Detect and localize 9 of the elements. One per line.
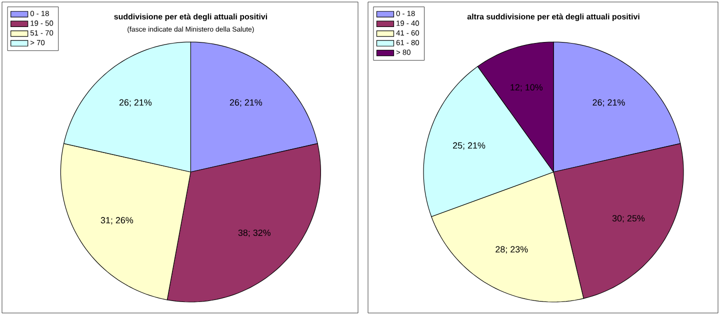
data-label: 38; 32% bbox=[238, 230, 271, 237]
data-label: 26; 21% bbox=[119, 99, 152, 107]
data-label: 31; 26% bbox=[100, 217, 134, 224]
data-label: 12; 10% bbox=[510, 84, 543, 92]
data-label: 30; 25% bbox=[612, 215, 645, 223]
data-label: 26; 21% bbox=[592, 99, 625, 107]
data-label: 25; 21% bbox=[453, 142, 486, 150]
data-label: 26; 21% bbox=[230, 99, 262, 107]
data-label: 28; 23% bbox=[496, 246, 528, 254]
